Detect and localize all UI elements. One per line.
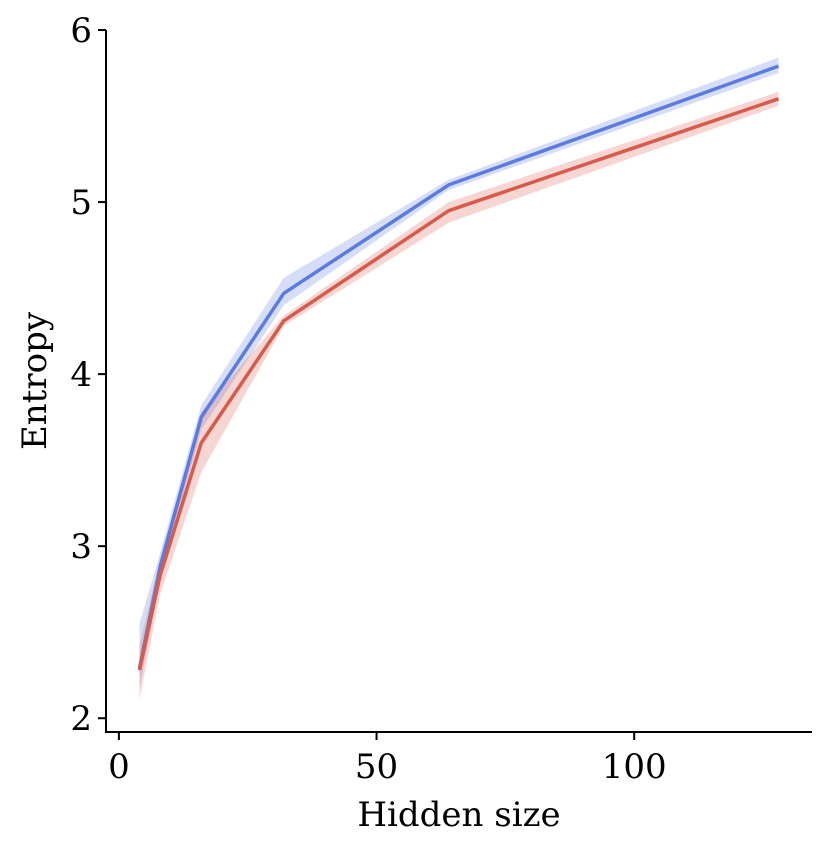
confidence-bands [139,57,779,700]
series-2-band [139,91,779,700]
y-tick-label: 3 [70,527,92,567]
x-axis-label: Hidden size [357,795,560,835]
x-tick-label: 0 [108,747,130,787]
y-tick-label: 2 [70,699,92,739]
y-tick-label: 4 [70,355,92,395]
x-axis-ticks: 0 50 100 [108,732,667,787]
y-tick-label: 6 [70,11,92,51]
series-2-line [137,97,780,671]
y-axis-ticks: 2 3 4 5 6 [70,11,106,739]
y-tick-label: 5 [70,183,92,223]
series-lines [137,64,780,671]
y-axis-label: Entropy [15,311,55,450]
series-1-line [137,64,780,669]
series-1-band [139,57,779,688]
axes [105,30,812,733]
x-tick-label: 100 [602,747,667,787]
x-tick-label: 50 [355,747,398,787]
